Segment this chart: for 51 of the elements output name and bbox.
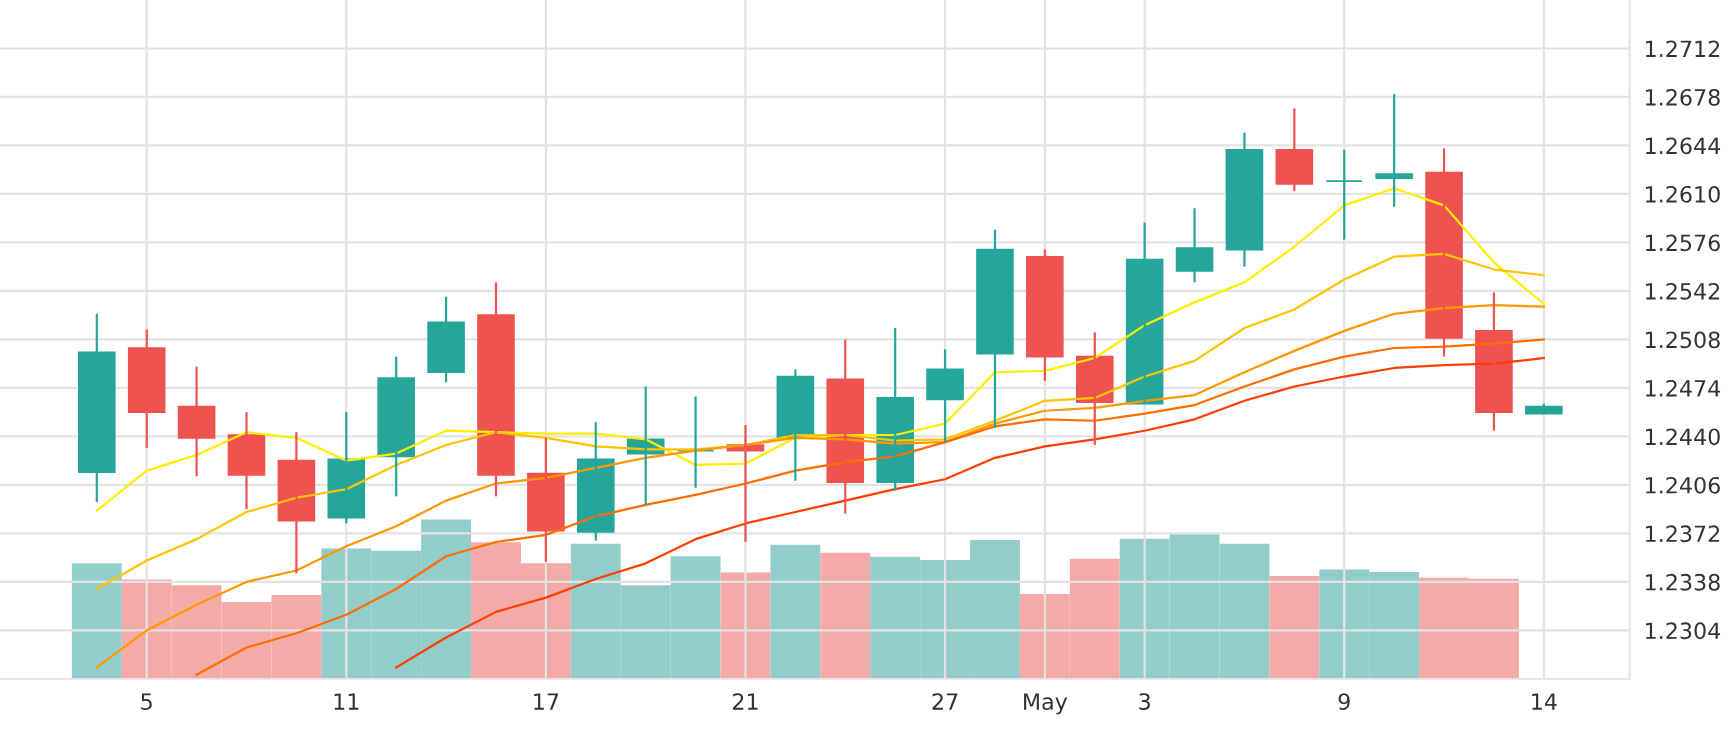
candlestick <box>377 355 415 498</box>
y-tick-label: 1.2576 <box>1645 234 1720 252</box>
candlestick <box>1375 93 1413 208</box>
y-tick-label: 1.2440 <box>1645 428 1720 446</box>
x-tick-label: 27 <box>932 693 958 710</box>
line-series <box>195 338 1545 676</box>
y-tick-label: 1.2372 <box>1645 525 1720 543</box>
x-tick-label: 17 <box>534 693 559 710</box>
candlestick <box>527 436 565 564</box>
candlestick <box>427 295 465 384</box>
y-tick-label: 1.2610 <box>1645 185 1720 203</box>
candlestick <box>1225 131 1264 268</box>
line-series <box>95 304 1545 669</box>
candlestick <box>1275 107 1314 193</box>
x-tick-label: 21 <box>732 693 758 710</box>
candlestick <box>1475 291 1513 432</box>
candlestick <box>477 281 515 498</box>
y-tick-label: 1.2678 <box>1645 88 1720 106</box>
candlestick <box>576 421 615 542</box>
y-tick-label: 1.2644 <box>1645 137 1721 155</box>
bar <box>770 544 821 679</box>
candlestick <box>1425 147 1463 358</box>
x-tick-label: 14 <box>1532 693 1557 710</box>
x-tick-label: May <box>1024 693 1068 715</box>
candlestick <box>676 395 715 489</box>
x-tick-label: 3 <box>1139 693 1150 710</box>
candlestick <box>78 312 116 504</box>
candlestick <box>1026 248 1064 382</box>
x-tick-label: 5 <box>141 693 152 710</box>
x-tick-label: 11 <box>334 693 359 710</box>
candlestick <box>127 328 166 449</box>
y-tick-label: 1.2406 <box>1645 476 1720 494</box>
candlestick <box>976 228 1014 429</box>
bar <box>820 552 871 679</box>
y-tick-label: 1.2542 <box>1645 282 1720 300</box>
bar <box>71 563 122 679</box>
line-series <box>395 356 1545 669</box>
line-series <box>95 187 1545 512</box>
line-series <box>95 252 1545 591</box>
y-tick-label: 1.2508 <box>1645 331 1720 349</box>
y-tick-label: 1.2304 <box>1645 622 1721 640</box>
candlestick <box>327 411 366 525</box>
y-tick-label: 1.2712 <box>1645 40 1720 57</box>
candlestick <box>1325 148 1364 241</box>
x-tick-label: 9 <box>1338 693 1350 710</box>
y-tick-label: 1.2474 <box>1645 379 1721 397</box>
candlestick <box>177 365 216 478</box>
candlestick <box>926 348 964 444</box>
y-tick-label: 1.2338 <box>1645 573 1720 591</box>
bar <box>1269 575 1320 679</box>
candlestick <box>1175 207 1214 284</box>
